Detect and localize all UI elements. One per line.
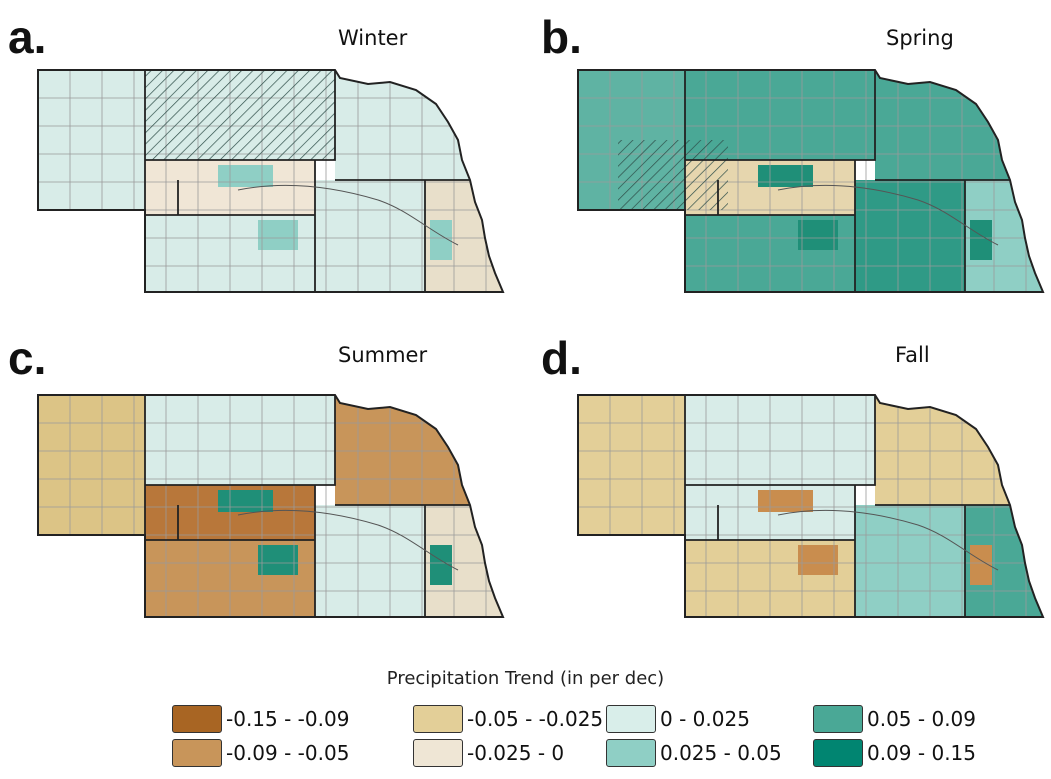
region-boundaries <box>144 70 475 292</box>
legend-item: -0.09 - -0.05 <box>172 738 349 768</box>
region-zone <box>335 395 503 515</box>
state-outline <box>37 69 505 293</box>
county-accent <box>218 165 273 187</box>
region-zone <box>855 505 965 617</box>
legend-item: -0.15 - -0.09 <box>172 704 349 734</box>
county-accent <box>258 220 298 250</box>
legend-swatch <box>606 705 656 733</box>
river-line <box>777 509 999 571</box>
county-accent <box>430 220 452 260</box>
legend-label: 0.09 - 0.15 <box>867 741 976 765</box>
nebraska-maps <box>37 69 1045 618</box>
legend-item: 0.025 - 0.05 <box>606 738 782 768</box>
legend-label: 0.05 - 0.09 <box>867 707 976 731</box>
panel-fall: d. Fall <box>525 325 1050 645</box>
legend-swatch <box>172 705 222 733</box>
legend-item: -0.025 - 0 <box>413 738 564 768</box>
legend-title: Precipitation Trend (in per dec) <box>386 668 665 689</box>
region-boundaries <box>684 70 1015 292</box>
state-outline <box>577 69 1045 293</box>
panel-letter: b. <box>541 11 582 63</box>
state-outline <box>37 394 505 618</box>
river-line <box>237 184 459 246</box>
county-accent <box>970 220 992 260</box>
panel-letter: c. <box>8 332 47 384</box>
significance-hatch <box>578 570 638 610</box>
panel-title: Summer <box>338 343 428 367</box>
river-line <box>237 509 459 571</box>
county-accent <box>970 545 992 585</box>
region-zone <box>875 395 1043 515</box>
county-accent <box>798 545 838 575</box>
significance-hatch <box>145 70 335 160</box>
legend-swatch <box>813 705 863 733</box>
legend-label: 0.025 - 0.05 <box>660 741 782 765</box>
region-zone <box>578 395 685 535</box>
region-boundaries <box>144 395 475 617</box>
legend-swatch <box>813 739 863 767</box>
legend-swatch <box>413 739 463 767</box>
county-accent <box>758 490 813 512</box>
region-boundaries <box>684 395 1015 617</box>
panel-title: Winter <box>338 26 408 50</box>
state-map <box>577 69 1045 293</box>
region-zone <box>315 505 425 617</box>
state-outline <box>577 394 1045 618</box>
panel-title: Spring <box>886 26 954 50</box>
legend-item: 0.09 - 0.15 <box>813 738 976 768</box>
county-accent <box>758 165 813 187</box>
panel-summer: c. Summer <box>0 325 525 645</box>
significance-hatch <box>618 140 728 210</box>
region-zone <box>315 180 425 292</box>
panel-winter: a. Winter <box>0 0 525 320</box>
river-line <box>777 184 999 246</box>
region-zone <box>38 395 145 535</box>
region-zone <box>335 70 503 190</box>
legend-label: -0.025 - 0 <box>467 741 565 765</box>
region-zone <box>38 70 145 210</box>
legend-item: 0.05 - 0.09 <box>813 704 976 734</box>
legend-item: 0 - 0.025 <box>606 704 750 734</box>
state-map <box>37 69 505 293</box>
legend-swatch <box>413 705 463 733</box>
state-map <box>577 394 1045 618</box>
region-zone <box>145 395 335 485</box>
region-zone <box>875 70 1043 190</box>
region-zone <box>855 180 965 292</box>
legend-label: -0.05 - -0.025 <box>467 707 604 731</box>
legend-swatch <box>172 739 222 767</box>
county-accent <box>258 545 298 575</box>
panel-spring: b. Spring <box>525 0 1050 320</box>
legend-label: -0.15 - -0.09 <box>226 707 350 731</box>
panel-title: Fall <box>895 343 930 367</box>
county-accent <box>798 220 838 250</box>
region-zone <box>685 395 875 485</box>
panel-letter: a. <box>8 11 47 63</box>
legend-swatch <box>606 739 656 767</box>
county-accent <box>218 490 273 512</box>
state-map <box>37 394 505 618</box>
legend-item: -0.05 - -0.025 <box>413 704 603 734</box>
panel-letter: d. <box>541 332 582 384</box>
county-accent <box>430 545 452 585</box>
legend-label: 0 - 0.025 <box>660 707 750 731</box>
legend-label: -0.09 - -0.05 <box>226 741 350 765</box>
